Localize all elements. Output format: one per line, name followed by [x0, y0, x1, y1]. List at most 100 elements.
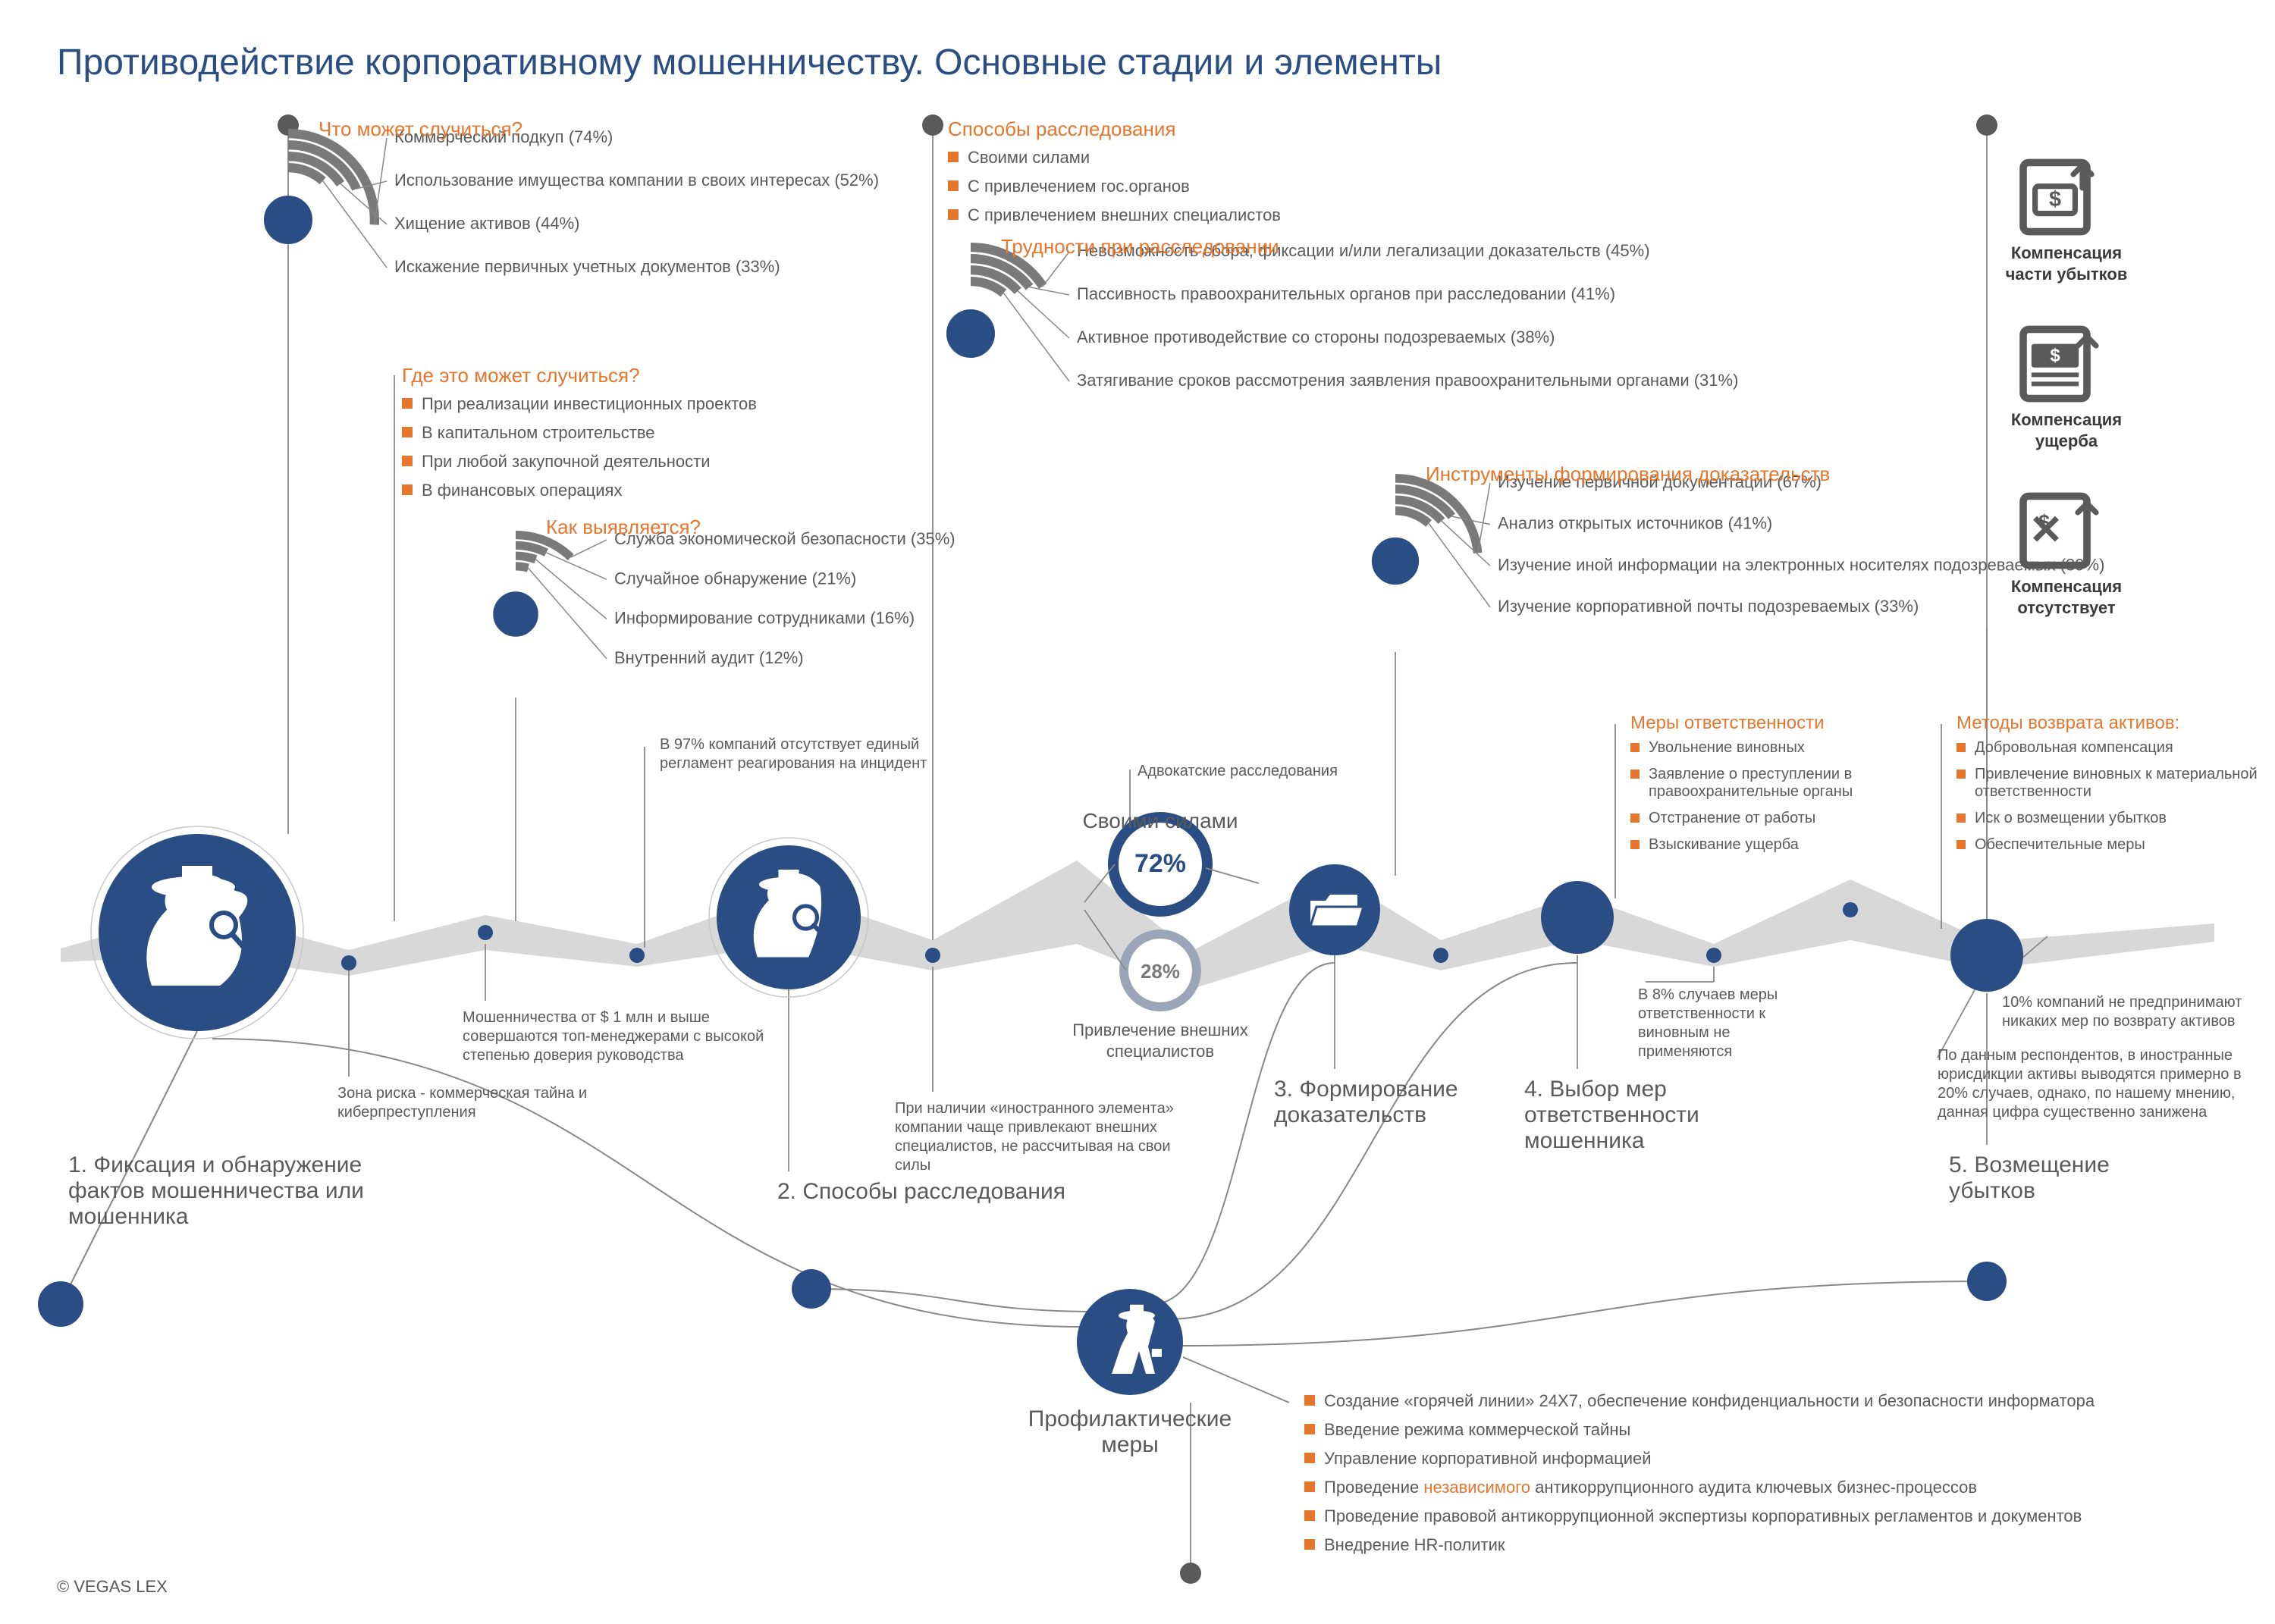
arc-label: Хищение активов (44%) [394, 214, 579, 233]
bullet-icon [948, 180, 959, 191]
list-item: Введение режима коммерческой тайны [1304, 1420, 2214, 1440]
list-item-label: Проведение независимого антикоррупционно… [1324, 1478, 1977, 1497]
list-item-label: Взыскивание ущерба [1649, 836, 1799, 854]
list-item: В финансовых операциях [402, 481, 796, 500]
list-item-label: Внедрение HR-политик [1324, 1535, 1505, 1555]
list-item-label: В капитальном строительстве [422, 423, 655, 443]
credit: © VEGAS LEX [57, 1577, 168, 1597]
list-item: Добровольная компенсация [1956, 739, 2260, 757]
list-item: Проведение независимого антикоррупционно… [1304, 1478, 2214, 1497]
bullet-icon [1304, 1539, 1315, 1550]
comp-partial-label: Компенсация части убытков [1998, 243, 2135, 284]
list-item-label: С привлечением внешних специалистов [968, 205, 1281, 225]
svg-text:28%: 28% [1141, 960, 1180, 983]
note-20pct: По данным респондентов, в иностранные юр… [1938, 1046, 2256, 1122]
svg-text:72%: 72% [1134, 849, 1186, 878]
list-item-label: Отстранение от работы [1649, 810, 1815, 827]
comp-none-icon: $ [2010, 485, 2101, 580]
note-lawyer: Адвокатские расследования [1138, 762, 1338, 781]
arc-label: Пассивность правоохранительных органов п… [1077, 284, 1615, 303]
list-item: Привлечение виновных к материальной отве… [1956, 766, 2260, 801]
methods-list: Своими силами С привлечением гос.органов С… [948, 148, 1342, 234]
list-item: Управление корпоративной информацией [1304, 1449, 2214, 1469]
list-item-label: При реализации инвестиционных проектов [422, 394, 757, 414]
accountability-title: Меры ответственности [1630, 713, 1825, 734]
arc-label: Затягивание сроков рассмотрения заявлени… [1077, 371, 1738, 390]
prevention-list: Создание «горячей линии» 24X7, обеспечен… [1304, 1391, 2214, 1564]
bullet-icon [1956, 743, 1966, 752]
arc-label: Случайное обнаружение (21%) [614, 569, 856, 588]
list-item: При любой закупочной деятельности [402, 452, 796, 472]
bullet-icon [1304, 1395, 1315, 1406]
list-item: Обеспечительные меры [1956, 836, 2260, 854]
list-item-label: Проведение правовой антикоррупционной эк… [1324, 1506, 2082, 1526]
comp-none-label: Компенсация отсутствует [1998, 576, 2135, 618]
arc-label: Информирование сотрудниками (16%) [614, 609, 915, 628]
stage-3-title: 3. Формирование доказательств [1274, 1077, 1486, 1128]
arc2-title: Как выявляется? [546, 516, 701, 539]
bullet-icon [1630, 770, 1640, 779]
list-item-label: Привлечение виновных к материальной отве… [1975, 766, 2260, 801]
bullet-icon [402, 484, 413, 495]
list-item-label: В финансовых операциях [422, 481, 622, 500]
list-item-label: Заявление о преступлении в правоохраните… [1649, 766, 1934, 801]
bullet-icon [1956, 840, 1966, 849]
list-item-label: Увольнение виновных [1649, 739, 1805, 757]
list-item: Своими силами [948, 148, 1342, 168]
stage-node [1950, 919, 2023, 992]
stage-1-title: 1. Фиксация и обнаружение фактов мошенни… [68, 1152, 394, 1230]
svg-text:$: $ [2049, 187, 2061, 212]
note-foreign: При наличии «иностранного элемента» комп… [895, 1099, 1198, 1175]
arc-segment [288, 168, 323, 180]
comp-partial-icon: $ [2010, 152, 2101, 246]
stage-4-title: 4. Выбор мер ответственности мошенника [1524, 1077, 1752, 1154]
bullet-icon [1630, 814, 1640, 823]
list-item: Взыскивание ущерба [1630, 836, 1934, 854]
bullet-icon [1630, 840, 1640, 849]
bullet-icon [1956, 814, 1966, 823]
comp-full-icon: $ [2010, 318, 2101, 413]
bullet-icon [948, 152, 959, 162]
note-10pct: 10% компаний не предпринимают никаких ме… [2002, 993, 2252, 1031]
list-item: Проведение правовой антикоррупционной эк… [1304, 1506, 2214, 1526]
bullet-icon [948, 209, 959, 220]
list-item: Создание «горячей линии» 24X7, обеспечен… [1304, 1391, 2214, 1411]
list-item-label: Введение режима коммерческой тайны [1324, 1420, 1630, 1440]
bullet-icon [402, 427, 413, 437]
where-title: Где это может случиться? [402, 364, 640, 387]
bullet-icon [1304, 1424, 1315, 1434]
list-item-label: Добровольная компенсация [1975, 739, 2173, 757]
page-title: Противодействие корпоративному мошенниче… [57, 42, 1442, 83]
arc-label: Активное противодействие со стороны подо… [1077, 328, 1555, 346]
list-item: Заявление о преступлении в правоохраните… [1630, 766, 1934, 801]
svg-text:$: $ [2050, 345, 2060, 365]
list-item: Внедрение HR-политик [1304, 1535, 2214, 1555]
bullet-icon [402, 398, 413, 409]
arc-segment [516, 545, 546, 552]
arc-label: Искажение первичных учетных документов (… [394, 257, 780, 276]
ext-spec-title: Привлечение внешних специалистов [1062, 1020, 1259, 1061]
note-97pct: В 97% компаний отсутствует единый реглам… [660, 735, 933, 773]
note-risk-zone: Зона риска - коммерческая тайна и киберп… [337, 1084, 595, 1122]
list-item-label: Иск о возмещении убытков [1975, 810, 2167, 827]
list-item: Иск о возмещении убытков [1956, 810, 2260, 827]
list-item-label: Обеспечительные меры [1975, 836, 2145, 854]
arc-label: Изучение корпоративной почты подозреваем… [1498, 597, 1919, 616]
list-item-label: Управление корпоративной информацией [1324, 1449, 1652, 1469]
bullet-icon [1304, 1453, 1315, 1463]
bullet-icon [1956, 770, 1966, 779]
accountability-list: Увольнение виновных Заявление о преступле… [1630, 739, 1934, 863]
own-forces-title: Своими силами [1062, 807, 1259, 834]
arc-label: Внутренний аудит (12%) [614, 648, 804, 667]
list-item: В капитальном строительстве [402, 423, 796, 443]
arc-segment [971, 281, 1003, 293]
arc3-title: Трудности при расследовании [1001, 235, 1279, 259]
list-item-label: Своими силами [968, 148, 1090, 168]
bullet-icon [1304, 1481, 1315, 1492]
note-1m-fraud: Мошенничества от $ 1 млн и выше совершаю… [463, 1008, 766, 1065]
list-item: С привлечением гос.органов [948, 177, 1342, 196]
arc-label: Анализ открытых источников (41%) [1498, 514, 1772, 533]
note-8pct: В 8% случаев меры ответственности к вино… [1638, 986, 1820, 1061]
methods-title: Способы расследования [948, 118, 1175, 141]
recovery-list: Добровольная компенсация Привлечение вино… [1956, 739, 2260, 863]
